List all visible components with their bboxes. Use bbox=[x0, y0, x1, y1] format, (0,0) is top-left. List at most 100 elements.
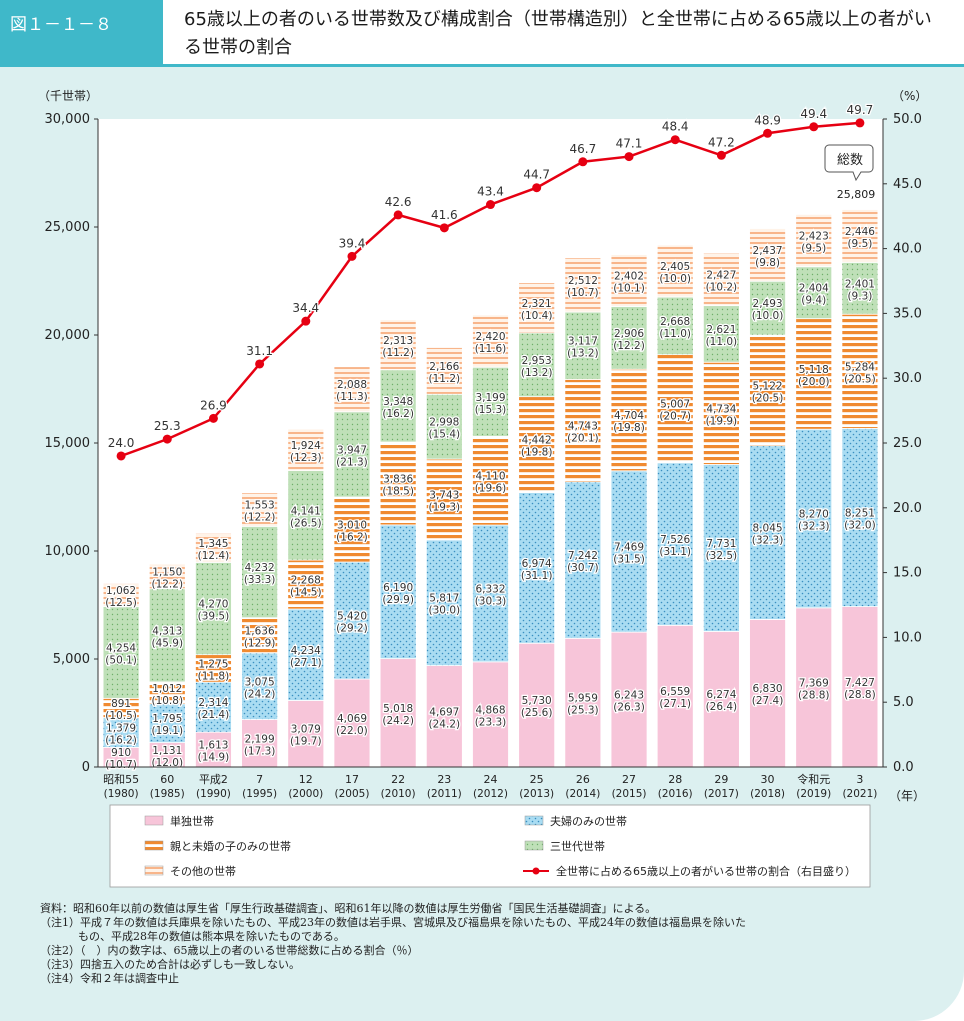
x-tick-label-year: (2018) bbox=[750, 788, 785, 800]
bar-pct-label: (10.0) bbox=[752, 310, 784, 322]
line-point bbox=[208, 413, 218, 423]
bar-pct-label: (27.4) bbox=[752, 695, 784, 707]
bar-pct-label: (12.2) bbox=[613, 340, 645, 352]
bar-pct-label: (19.1) bbox=[151, 725, 183, 737]
bar-pct-label: (27.1) bbox=[659, 698, 691, 710]
bar-other bbox=[518, 282, 556, 334]
bar-value-label: 6,243 bbox=[614, 690, 644, 702]
bar-three_gen bbox=[518, 332, 556, 398]
bar-single bbox=[379, 658, 417, 768]
bar-parent_child bbox=[656, 354, 694, 464]
bar-pct-label: (33.3) bbox=[244, 574, 276, 586]
bar-value-label: 3,743 bbox=[429, 489, 459, 501]
bar-pct-label: (32.5) bbox=[706, 550, 738, 562]
bar-couple bbox=[702, 464, 740, 632]
y-right-tick-label: 10.0 bbox=[893, 630, 922, 645]
bar-pct-label: (26.4) bbox=[706, 701, 738, 713]
bar-pct-label: (11.2) bbox=[429, 373, 461, 385]
x-tick-label-era: 25 bbox=[530, 773, 544, 786]
legend-label-single: 単独世帯 bbox=[170, 814, 214, 828]
line-point-label: 48.9 bbox=[754, 113, 781, 127]
legend-swatch-marker bbox=[532, 867, 540, 875]
bar-value-label: 1,275 bbox=[198, 658, 228, 670]
bar-three_gen bbox=[795, 266, 833, 320]
y-left-tick-label: 5,000 bbox=[53, 652, 90, 667]
bar-value-label: 4,442 bbox=[522, 435, 552, 447]
bar-value-label: 3,348 bbox=[383, 396, 413, 408]
bar-pct-label: (31.1) bbox=[521, 570, 553, 582]
bar-other bbox=[195, 532, 232, 563]
line-point bbox=[486, 200, 495, 210]
bar-pct-label: (15.3) bbox=[475, 404, 507, 416]
bar-pct-label: (10.4) bbox=[521, 310, 553, 322]
bar-value-label: 2,621 bbox=[706, 324, 736, 336]
bar-pct-label: (30.3) bbox=[475, 595, 507, 607]
bar-pct-label: (24.2) bbox=[429, 718, 461, 730]
bar-couple bbox=[656, 462, 694, 626]
bar-pct-label: (31.5) bbox=[613, 553, 645, 565]
axes-layer: 0 5,000 10,000 15,000 20,000 25,000 30,000 0.0 5… bbox=[45, 112, 922, 800]
bar-three_gen bbox=[287, 470, 325, 561]
line-point bbox=[855, 118, 865, 128]
bar-value-label: 3,117 bbox=[568, 336, 598, 348]
bar-pct-label: (12.9) bbox=[244, 637, 276, 649]
bar-value-label: 1,150 bbox=[152, 566, 182, 578]
bar-value-label: 1,131 bbox=[152, 745, 182, 757]
bar-value-label: 1,062 bbox=[106, 585, 136, 597]
bar-pct-label: (20.0) bbox=[798, 376, 830, 388]
bar-pct-label: (12.2) bbox=[244, 512, 276, 524]
bar-pct-label: (24.2) bbox=[382, 715, 414, 727]
bar-pct-label: (23.3) bbox=[475, 716, 507, 728]
x-tick-label-era: 平成2 bbox=[199, 773, 228, 786]
bar-pct-label: (14.9) bbox=[198, 752, 230, 764]
bar-value-label: 4,734 bbox=[706, 403, 736, 415]
line-point-label: 47.1 bbox=[616, 137, 643, 151]
bar-couple bbox=[749, 445, 786, 620]
bar-three_gen bbox=[195, 562, 232, 656]
x-tick-label-year: (2016) bbox=[658, 788, 693, 800]
bar-single bbox=[333, 678, 371, 768]
bar-three_gen bbox=[702, 305, 740, 363]
bar-other bbox=[472, 314, 509, 368]
bar-parent_child bbox=[195, 654, 232, 683]
bar-value-label: 2,166 bbox=[429, 361, 459, 373]
figure-title: 65歳以上の者のいる世帯数及び構成割合（世帯構造別）と全世帯に占める65歳以上の… bbox=[184, 9, 932, 58]
x-tick-label-year: (2017) bbox=[704, 788, 739, 800]
y-left-tick-label: 25,000 bbox=[45, 220, 91, 235]
legend-box bbox=[109, 804, 871, 888]
x-tick-label-year: (2005) bbox=[335, 788, 370, 800]
x-tick-label-year: (1980) bbox=[104, 788, 139, 800]
bar-other bbox=[333, 366, 371, 413]
bar-pct-label: (12.2) bbox=[151, 578, 183, 590]
bar-pct-label: (11.3) bbox=[336, 391, 368, 403]
bar-other bbox=[148, 563, 186, 590]
bar-value-label: 7,242 bbox=[568, 550, 598, 562]
bar-pct-label: (14.5) bbox=[290, 587, 322, 599]
bar-couple bbox=[148, 703, 186, 743]
bar-value-label: 3,836 bbox=[383, 473, 413, 485]
bar-parent_child bbox=[287, 559, 325, 610]
x-tick-label-year: (2021) bbox=[842, 788, 877, 800]
bar-parent_child bbox=[518, 396, 556, 493]
y-right-tick-label: 45.0 bbox=[893, 177, 922, 192]
y-left-tick-label: 15,000 bbox=[45, 436, 91, 451]
bar-pct-label: (9.4) bbox=[801, 295, 826, 307]
bar-value-label: 1,379 bbox=[106, 722, 136, 734]
bar-other bbox=[749, 228, 786, 282]
bar-value-label: 5,817 bbox=[429, 593, 459, 605]
bar-pct-label: (9.8) bbox=[755, 257, 780, 269]
x-tick-label-era: 23 bbox=[437, 773, 451, 786]
bar-value-label: 1,345 bbox=[198, 538, 228, 550]
y-left-tick-label: 0 bbox=[82, 760, 90, 775]
bar-pct-label: (9.5) bbox=[847, 238, 872, 250]
bar-value-label: 6,974 bbox=[522, 558, 552, 570]
bar-value-label: 5,122 bbox=[753, 380, 783, 392]
bar-pct-label: (26.5) bbox=[290, 517, 322, 529]
bar-value-label: 2,268 bbox=[291, 575, 321, 587]
bar-pct-label: (17.3) bbox=[244, 745, 276, 757]
bar-pct-label: (16.2) bbox=[105, 734, 137, 746]
bar-value-label: 7,427 bbox=[845, 677, 875, 689]
bar-value-label: 6,559 bbox=[660, 686, 690, 698]
bar-pct-label: (18.5) bbox=[382, 485, 414, 497]
bar-value-label: 2,404 bbox=[799, 283, 829, 295]
